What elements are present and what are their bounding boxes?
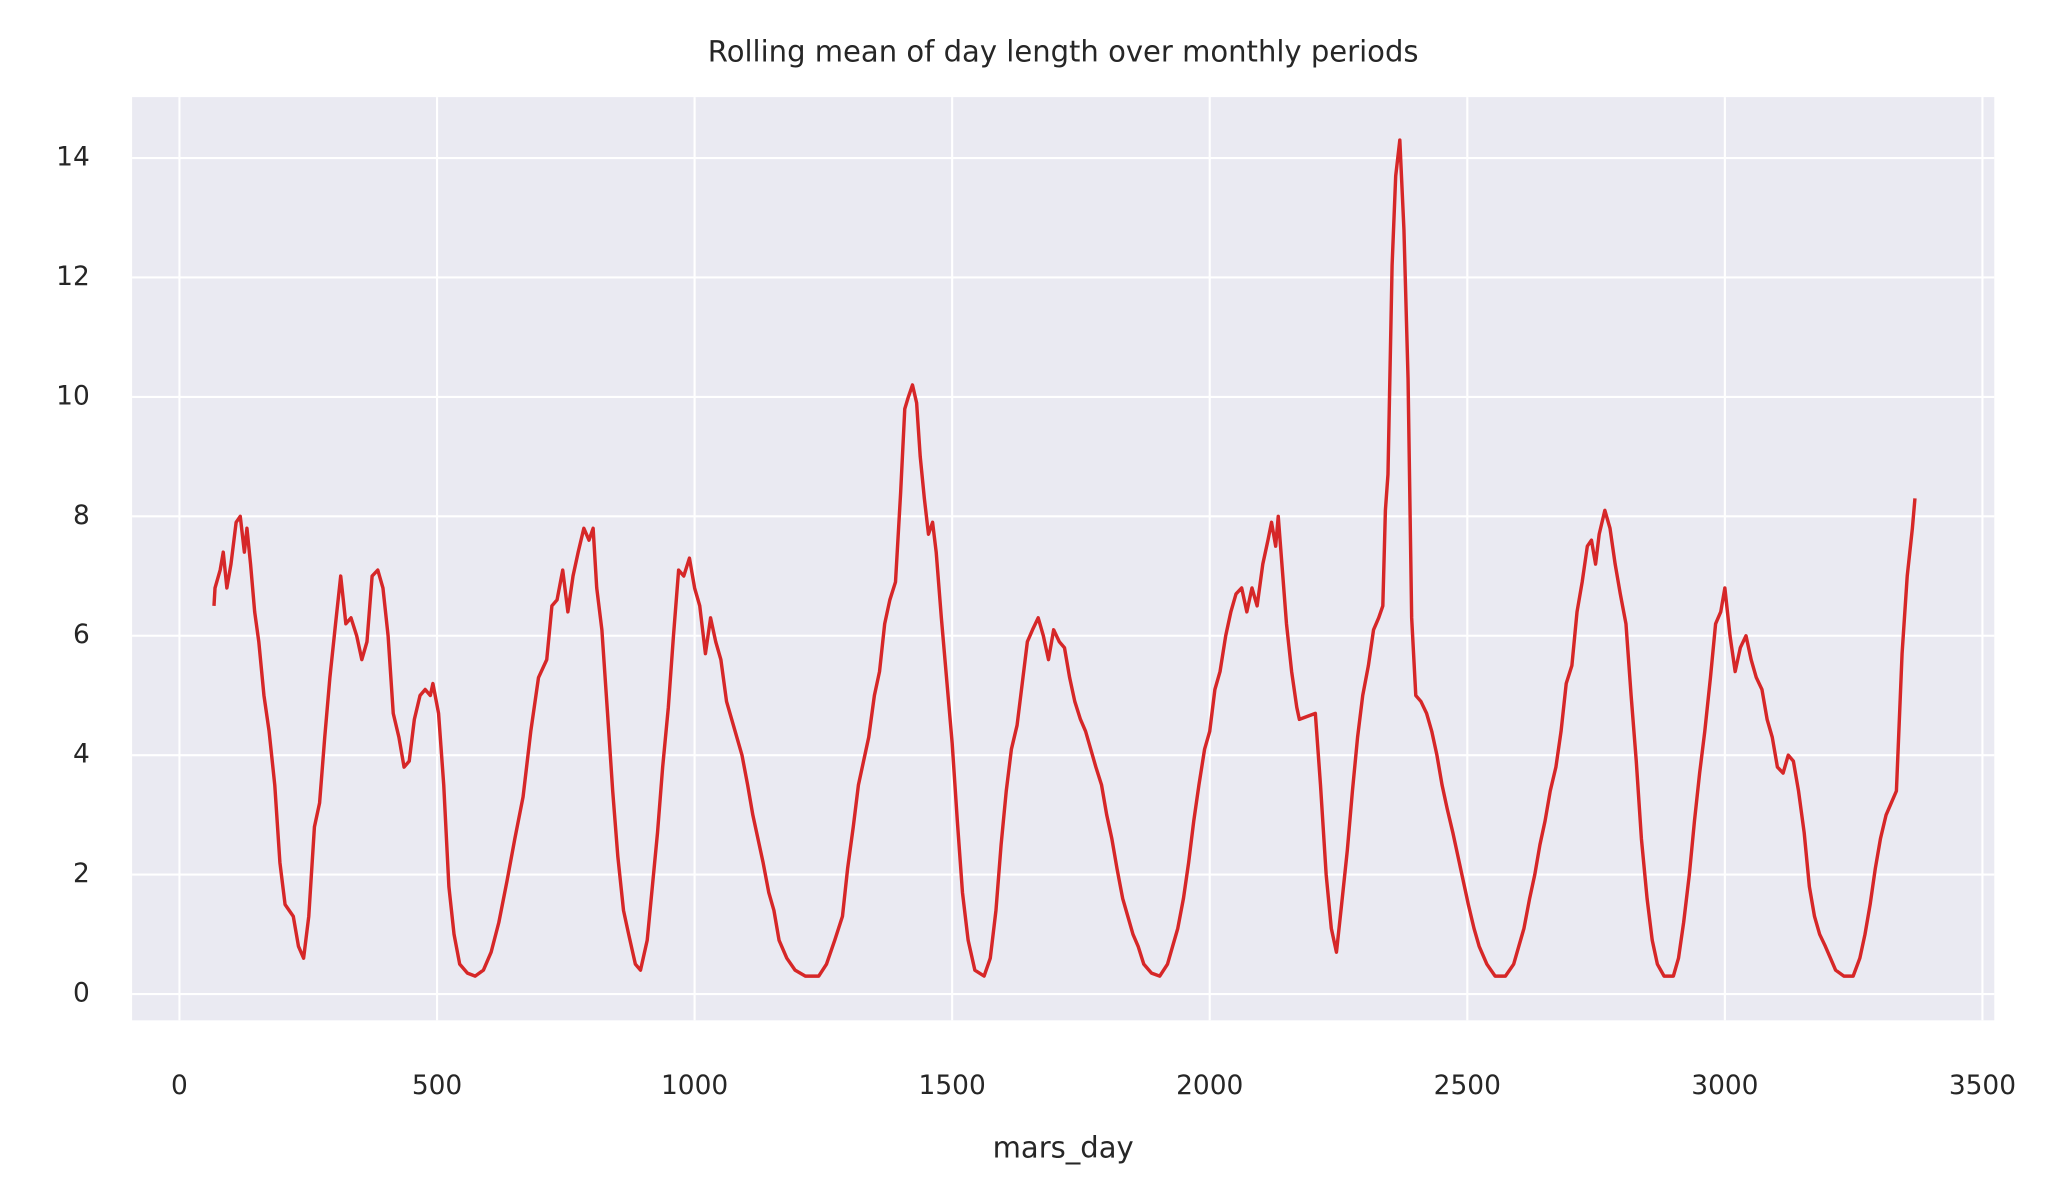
chart-title: Rolling mean of day length over monthly … xyxy=(708,35,1419,69)
y-tick-label: 4 xyxy=(73,739,90,770)
x-tick-label: 3500 xyxy=(1949,1070,2016,1101)
y-tick-label: 2 xyxy=(73,858,90,889)
y-tick-label: 12 xyxy=(56,261,90,292)
x-axis-label: mars_day xyxy=(993,1131,1134,1165)
x-tick-label: 2500 xyxy=(1434,1070,1501,1101)
x-tick-label: 0 xyxy=(171,1070,188,1101)
y-tick-label: 0 xyxy=(73,978,90,1009)
x-tick-label: 2000 xyxy=(1176,1070,1243,1101)
y-tick-label: 14 xyxy=(56,142,90,173)
x-tick-label: 3000 xyxy=(1691,1070,1758,1101)
x-tick-label: 1500 xyxy=(919,1070,986,1101)
x-tick-label: 500 xyxy=(412,1070,462,1101)
y-tick-label: 10 xyxy=(56,380,90,411)
marks xyxy=(212,138,1917,978)
plot-area xyxy=(132,97,1995,1021)
y-tick-label: 8 xyxy=(73,500,90,531)
y-tick-label: 6 xyxy=(73,619,90,650)
data-line xyxy=(212,138,1917,978)
x-tick-label: 1000 xyxy=(661,1070,728,1101)
